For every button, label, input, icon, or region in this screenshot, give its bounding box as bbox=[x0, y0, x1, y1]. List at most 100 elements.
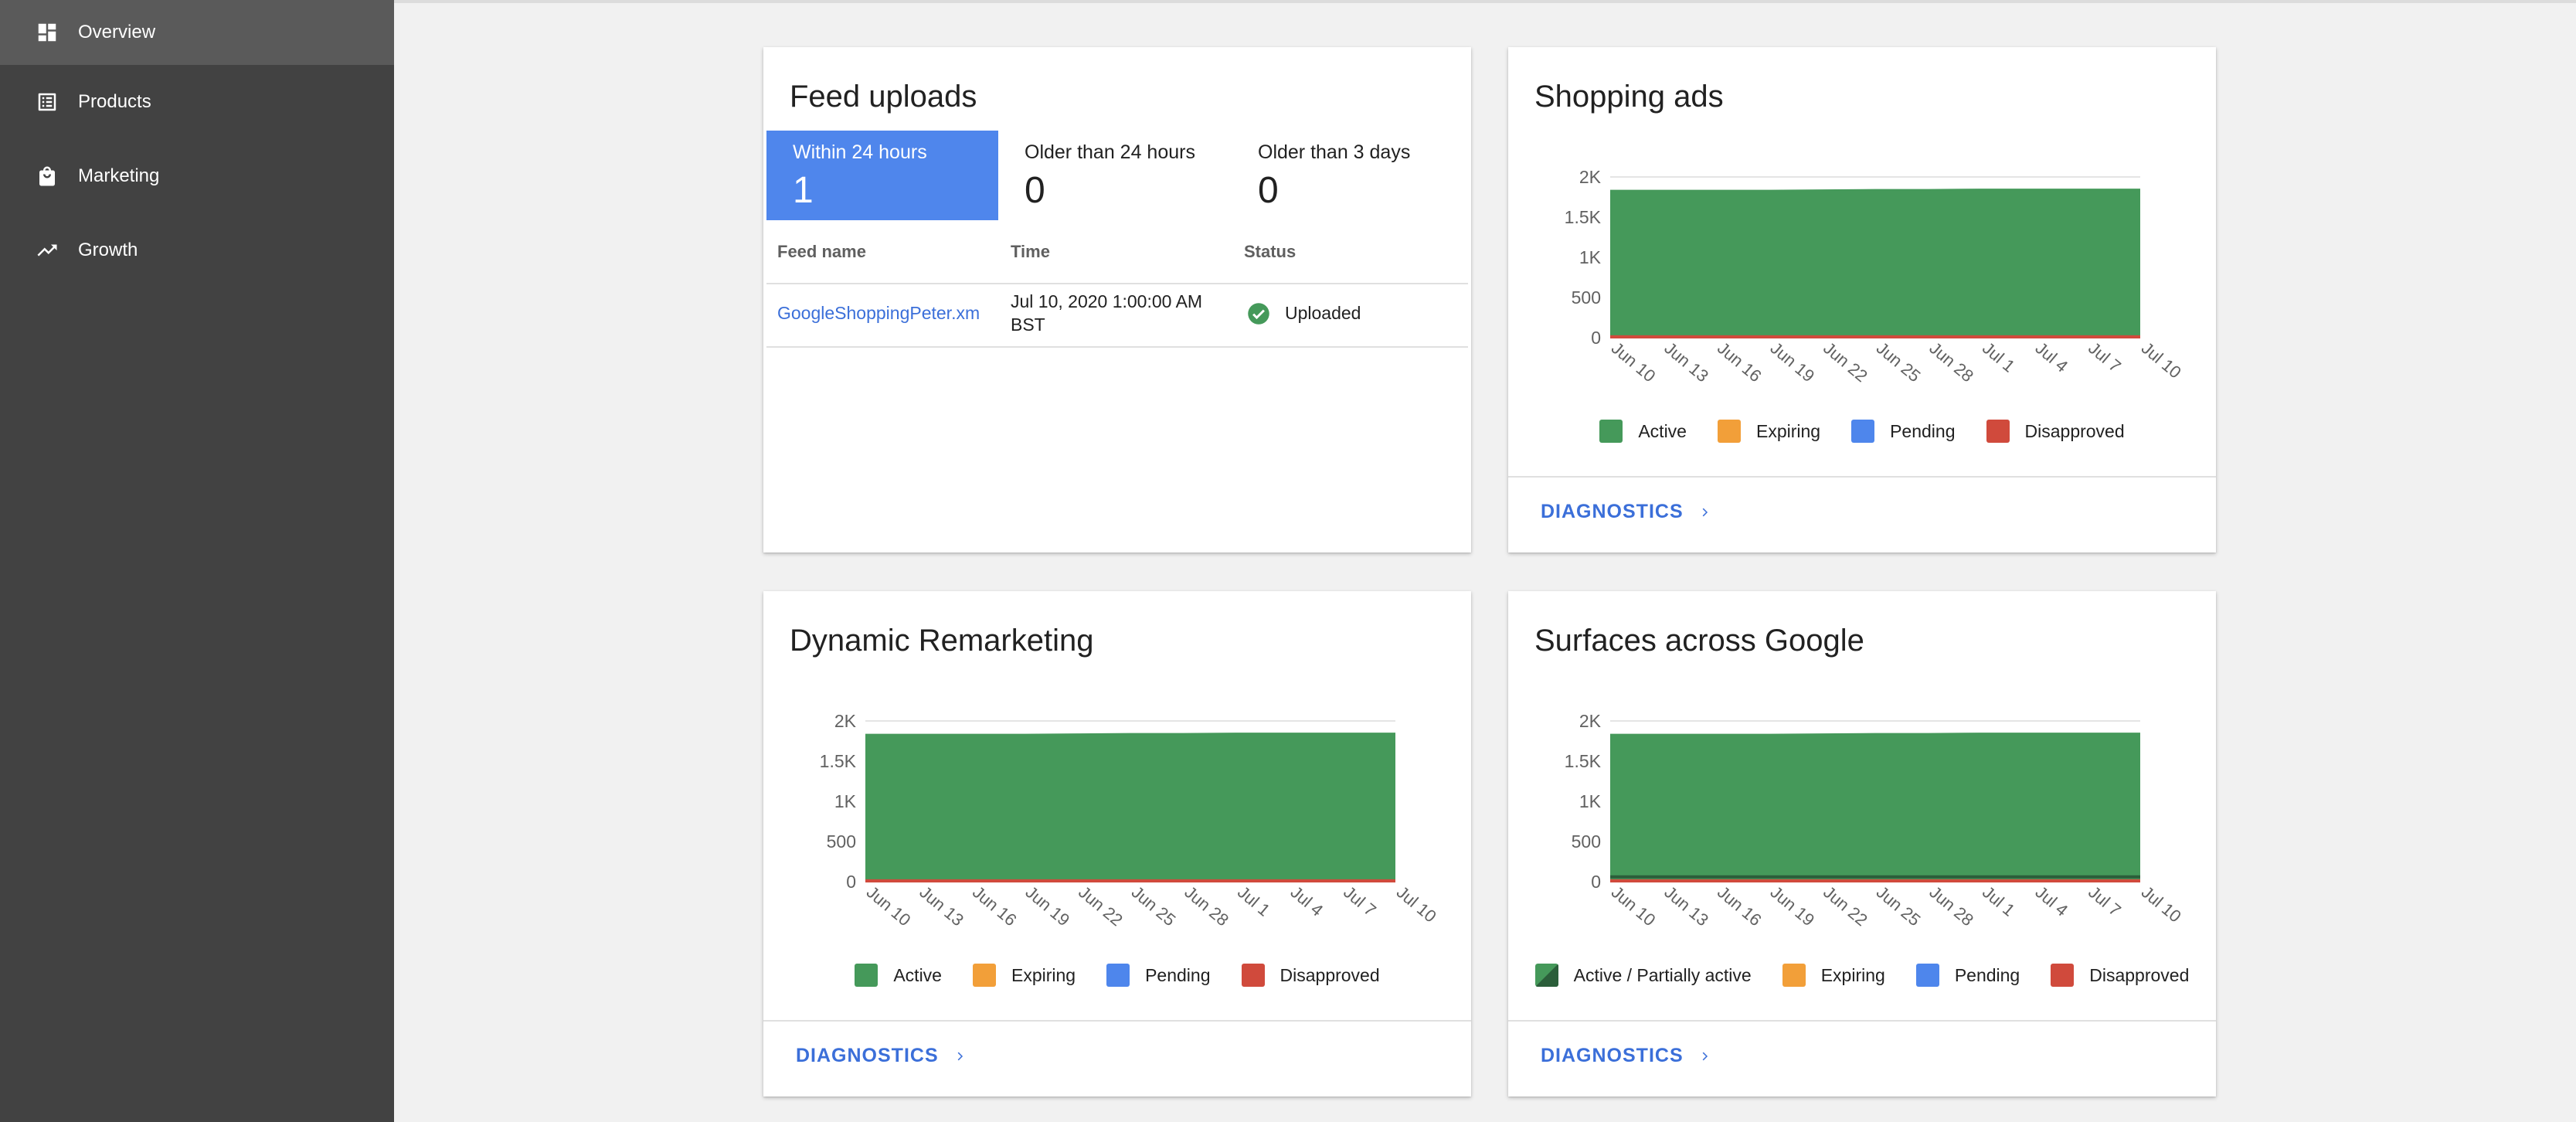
legend-item-pending[interactable]: Pending bbox=[1106, 964, 1211, 987]
chart-legend: Active Expiring Pending Disapproved bbox=[1508, 420, 2216, 443]
upload-time-date: Jul 10, 2020 1:00:00 AM bbox=[1011, 291, 1203, 311]
card-divider bbox=[1508, 476, 2216, 478]
list-icon bbox=[38, 93, 56, 111]
stat-value: 1 bbox=[793, 170, 814, 211]
area-active bbox=[1610, 189, 2140, 335]
chart-legend: Active Expiring Pending Disapproved bbox=[763, 964, 1471, 987]
card-title: Surfaces across Google bbox=[1534, 624, 1864, 658]
dynamic-remarketing-card: Dynamic Remarketing 0 500 1K 1.5K 2K Jun 10 Ju… bbox=[763, 591, 1471, 1096]
x-tick-label: Jun 28 bbox=[1925, 882, 1977, 930]
sidebar-item-growth[interactable]: Growth bbox=[0, 218, 394, 283]
shopping-ads-card: Shopping ads 0 500 1K 1.5K 2K Jun 10 Jun 13 Jun… bbox=[1508, 47, 2216, 552]
card-title: Dynamic Remarketing bbox=[790, 624, 1094, 658]
legend-swatch bbox=[855, 964, 878, 987]
legend-item-disapproved[interactable]: Disapproved bbox=[2051, 964, 2189, 987]
y-tick-label: 2K bbox=[1579, 711, 1602, 731]
legend-label: Disapproved bbox=[1280, 964, 1380, 985]
x-tick-label: Jul 1 bbox=[1979, 338, 2019, 376]
column-header-feed-name: Feed name bbox=[777, 242, 866, 261]
legend-label: Disapproved bbox=[2024, 420, 2125, 441]
upload-time-zone: BST bbox=[1011, 314, 1045, 335]
diagnostics-link[interactable]: DIAGNOSTICS bbox=[1541, 1045, 1711, 1067]
column-header-status: Status bbox=[1244, 242, 1296, 261]
legend-swatch bbox=[1241, 964, 1265, 987]
legend-item-expiring[interactable]: Expiring bbox=[1782, 964, 1885, 987]
x-tick-label: Jun 22 bbox=[1075, 882, 1127, 930]
x-tick-label: Jun 13 bbox=[1660, 338, 1712, 386]
legend-swatch bbox=[1534, 964, 1558, 987]
stat-label: Older than 3 days bbox=[1258, 141, 1411, 163]
y-tick-label: 0 bbox=[846, 872, 856, 892]
legend-item-disapproved[interactable]: Disapproved bbox=[1241, 964, 1380, 987]
sidebar-item-label: Marketing bbox=[78, 165, 160, 186]
x-tick-label: Jul 10 bbox=[1393, 882, 1440, 926]
table-divider bbox=[766, 346, 1468, 348]
sidebar-item-products[interactable]: Products bbox=[0, 70, 394, 134]
legend-swatch bbox=[1717, 420, 1741, 443]
x-tick-label: Jun 19 bbox=[1022, 882, 1074, 930]
sidebar-item-marketing[interactable]: Marketing bbox=[0, 144, 394, 209]
trending-up-icon bbox=[37, 244, 57, 257]
x-tick-label: Jun 22 bbox=[1820, 338, 1871, 386]
sidebar-item-overview[interactable]: Overview bbox=[0, 0, 394, 65]
stat-older-than-3-days[interactable]: Older than 3 days 0 bbox=[1232, 131, 1463, 220]
y-tick-label: 1.5K bbox=[1565, 751, 1602, 771]
feed-uploads-card: Feed uploads Within 24 hours 1 Older tha… bbox=[763, 47, 1471, 552]
x-tick-label: Jun 22 bbox=[1820, 882, 1871, 930]
x-tick-label: Jun 28 bbox=[1925, 338, 1977, 386]
dashboard-icon bbox=[38, 23, 56, 42]
diagnostics-link[interactable]: DIAGNOSTICS bbox=[796, 1045, 967, 1067]
legend-item-pending[interactable]: Pending bbox=[1851, 420, 1956, 443]
chevron-right-icon bbox=[957, 1052, 963, 1060]
legend-item-pending[interactable]: Pending bbox=[1915, 964, 2020, 987]
diagnostics-label: DIAGNOSTICS bbox=[1541, 501, 1684, 522]
check-circle-icon bbox=[1248, 303, 1269, 325]
x-tick-label: Jul 4 bbox=[2032, 882, 2072, 920]
y-tick-label: 2K bbox=[834, 711, 857, 731]
diagnostics-link[interactable]: DIAGNOSTICS bbox=[1541, 501, 1711, 523]
x-tick-label: Jun 25 bbox=[1873, 338, 1925, 386]
legend-swatch bbox=[1599, 420, 1623, 443]
y-tick-label: 500 bbox=[827, 831, 856, 852]
sidebar-item-label: Growth bbox=[78, 240, 138, 260]
top-border bbox=[0, 0, 2576, 3]
shopping-bag-icon bbox=[39, 166, 55, 186]
legend-swatch bbox=[1986, 420, 2010, 443]
stat-label: Within 24 hours bbox=[793, 141, 927, 163]
x-tick-label: Jun 13 bbox=[916, 882, 967, 930]
feed-name-link[interactable]: GoogleShoppingPeter.xm bbox=[777, 303, 980, 323]
legend-item-disapproved[interactable]: Disapproved bbox=[1986, 420, 2125, 443]
column-header-time: Time bbox=[1011, 242, 1050, 261]
x-tick-label: Jun 19 bbox=[1767, 338, 1819, 386]
legend-item-active[interactable]: Active bbox=[1599, 420, 1687, 443]
stat-within-24-hours[interactable]: Within 24 hours 1 bbox=[766, 131, 998, 220]
x-tick-label: Jun 25 bbox=[1128, 882, 1180, 930]
stat-older-than-24-hours[interactable]: Older than 24 hours 0 bbox=[998, 131, 1230, 220]
legend-label: Active bbox=[893, 964, 942, 985]
sidebar-item-label: Products bbox=[78, 91, 151, 112]
legend-item-active-partially-active[interactable]: Active / Partially active bbox=[1534, 964, 1752, 987]
legend-item-expiring[interactable]: Expiring bbox=[972, 964, 1076, 987]
legend-label: Disapproved bbox=[2089, 964, 2190, 985]
diagnostics-label: DIAGNOSTICS bbox=[796, 1045, 939, 1066]
y-tick-label: 1K bbox=[1579, 791, 1602, 811]
x-tick-label: Jun 10 bbox=[1608, 882, 1660, 930]
y-tick-label: 2K bbox=[1579, 167, 1602, 187]
y-tick-label: 500 bbox=[1572, 287, 1601, 308]
x-tick-label: Jul 4 bbox=[2032, 338, 2072, 376]
y-tick-label: 1K bbox=[834, 791, 857, 811]
y-tick-label: 1K bbox=[1579, 247, 1602, 267]
status-text: Uploaded bbox=[1285, 303, 1361, 323]
x-tick-label: Jul 7 bbox=[2085, 882, 2125, 920]
y-tick-label: 1.5K bbox=[1565, 207, 1602, 227]
y-tick-label: 500 bbox=[1572, 831, 1601, 852]
stat-value: 0 bbox=[1025, 170, 1045, 211]
legend-item-active[interactable]: Active bbox=[855, 964, 942, 987]
legend-item-expiring[interactable]: Expiring bbox=[1717, 420, 1820, 443]
sidebar: Overview Products Marketing Growth bbox=[0, 0, 394, 1122]
table-divider bbox=[766, 283, 1468, 284]
card-divider bbox=[1508, 1020, 2216, 1022]
